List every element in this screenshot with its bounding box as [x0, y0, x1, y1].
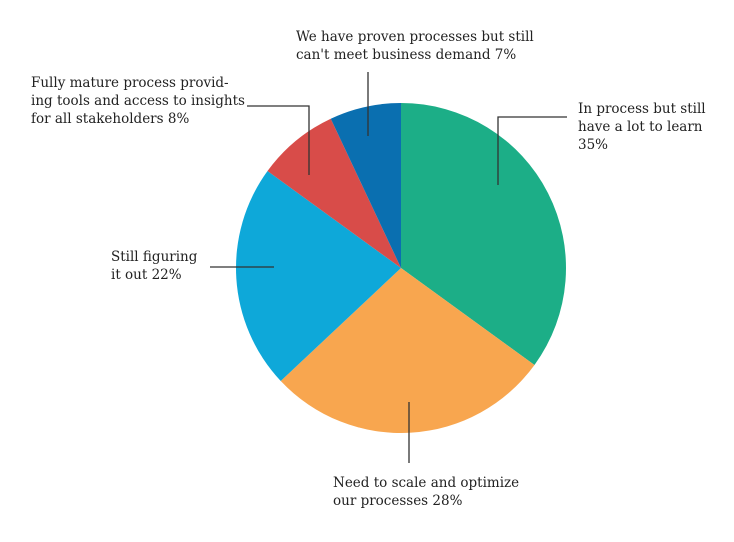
- slice-label-in-process: In process but still have a lot to learn…: [578, 100, 706, 154]
- slice-label-still-figuring: Still figuring it out 22%: [111, 248, 197, 284]
- slice-label-fully-mature: Fully mature process provid- ing tools a…: [31, 74, 245, 128]
- slice-label-need-to-scale: Need to scale and optimize our processes…: [333, 474, 519, 510]
- slice-label-proven-processes: We have proven processes but still can't…: [296, 28, 534, 64]
